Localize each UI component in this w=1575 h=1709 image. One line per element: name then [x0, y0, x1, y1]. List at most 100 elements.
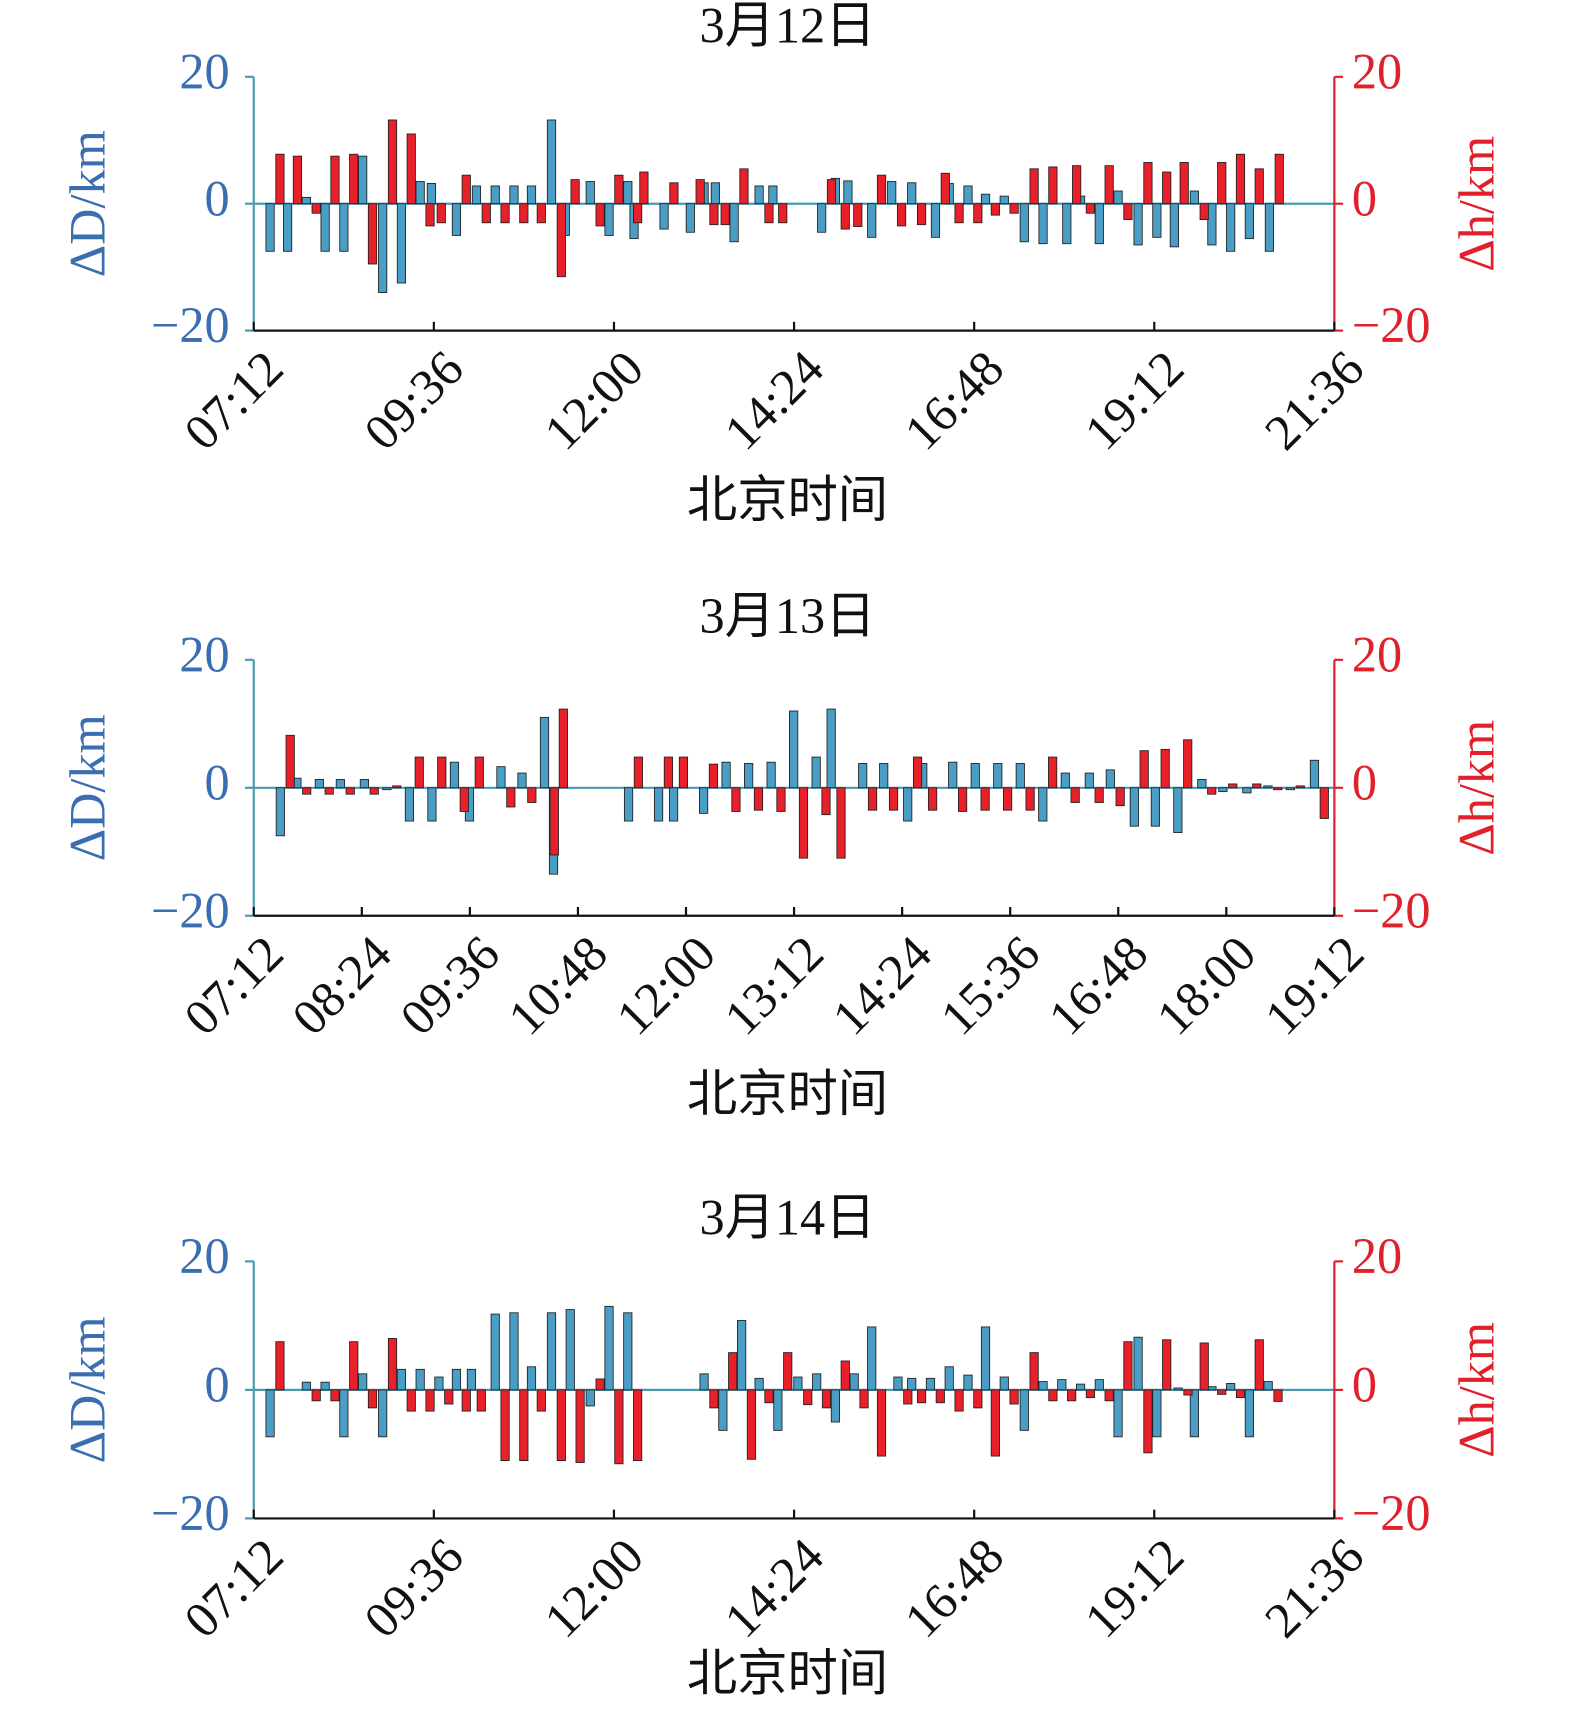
- bar: [1104, 165, 1114, 205]
- bar: [1252, 783, 1262, 789]
- bar: [449, 761, 460, 789]
- bar: [1143, 162, 1153, 205]
- subplot: 3月13日 −20 0 20 −20 0 20 07:1208:2409:3610:4812:…: [60, 588, 1505, 1122]
- y2-tick-label: −20: [1352, 1485, 1431, 1541]
- bar: [980, 787, 990, 811]
- bar: [349, 153, 359, 205]
- bar: [729, 203, 739, 243]
- bar: [754, 1377, 764, 1391]
- bar: [811, 756, 821, 789]
- bar: [324, 787, 334, 795]
- x-tick-label: 19:12: [1074, 1528, 1195, 1649]
- bar: [1062, 203, 1072, 245]
- bar: [1179, 162, 1189, 205]
- bar: [556, 203, 566, 278]
- bar: [993, 763, 1003, 789]
- bar: [474, 756, 484, 789]
- y2-axis-label: Δh/km: [1449, 1322, 1505, 1458]
- bar: [406, 1389, 416, 1412]
- bar: [1060, 772, 1070, 789]
- bar: [285, 734, 295, 789]
- bar: [320, 203, 330, 252]
- bar: [1019, 203, 1029, 243]
- bar: [311, 203, 321, 214]
- y-tick-label: −20: [151, 297, 230, 353]
- bar: [1003, 787, 1013, 811]
- x-tick-label: 14:24: [713, 340, 834, 461]
- bar: [879, 763, 889, 789]
- bar: [558, 708, 568, 789]
- bar: [840, 1360, 850, 1391]
- bar: [392, 785, 402, 789]
- bar: [358, 155, 368, 205]
- bar: [1152, 1389, 1162, 1438]
- bar: [387, 119, 398, 205]
- x-tick-label: 12:00: [533, 1528, 654, 1649]
- x-tick-label: 13:12: [713, 925, 834, 1046]
- bar: [1207, 787, 1217, 795]
- bar: [1263, 785, 1273, 789]
- bar: [1319, 787, 1329, 819]
- bar: [709, 203, 719, 226]
- bar: [867, 787, 878, 811]
- bar: [1285, 787, 1296, 791]
- bar: [659, 203, 669, 230]
- x-axis-label: 北京时间: [687, 1066, 888, 1122]
- bar: [1218, 787, 1228, 793]
- x-tick-label: 19:12: [1254, 925, 1375, 1046]
- bar: [396, 203, 407, 284]
- bar: [1217, 162, 1227, 205]
- bar: [1019, 1389, 1029, 1431]
- x-tick-label: 08:24: [281, 925, 402, 1046]
- bar: [301, 1381, 311, 1391]
- bar: [739, 168, 749, 205]
- bar: [345, 787, 355, 795]
- y-axis-label: ΔD/km: [60, 130, 116, 277]
- bar: [1309, 759, 1320, 789]
- bar: [821, 787, 831, 816]
- x-tick-label: 07:12: [173, 1528, 294, 1649]
- bar: [746, 1389, 757, 1460]
- y2-axis-label: Δh/km: [1449, 136, 1505, 272]
- bar: [1129, 787, 1139, 827]
- bar: [1169, 203, 1179, 248]
- bar: [444, 1389, 454, 1405]
- bar: [999, 195, 1009, 205]
- bar: [668, 787, 679, 822]
- bar: [415, 1368, 425, 1391]
- bar: [614, 174, 624, 205]
- bar: [1228, 783, 1238, 789]
- bar: [623, 181, 633, 205]
- bar: [1244, 203, 1255, 240]
- bar: [999, 1376, 1009, 1391]
- bar: [476, 1389, 486, 1412]
- bar: [1152, 203, 1162, 238]
- bar: [1143, 1389, 1153, 1454]
- bar: [970, 763, 980, 789]
- bar: [1199, 1342, 1209, 1391]
- bar: [1189, 1389, 1199, 1438]
- bar: [500, 1389, 510, 1462]
- bar: [275, 153, 285, 205]
- bar: [301, 196, 311, 205]
- y-axis-label: ΔD/km: [60, 714, 116, 861]
- bar: [1173, 1387, 1183, 1391]
- bar: [925, 1377, 936, 1391]
- bar: [461, 1389, 471, 1412]
- bar: [509, 185, 519, 205]
- bar: [764, 1389, 774, 1404]
- bar: [382, 787, 392, 791]
- bar: [1235, 153, 1246, 205]
- bar: [789, 710, 799, 789]
- bar: [623, 787, 634, 822]
- bar: [565, 1309, 575, 1391]
- bar: [1113, 190, 1123, 205]
- bar: [1295, 785, 1305, 789]
- bar: [311, 1389, 321, 1402]
- bar: [1025, 787, 1035, 811]
- bar: [1139, 750, 1149, 789]
- bar: [753, 787, 764, 811]
- bar: [595, 203, 605, 227]
- bar: [320, 1381, 330, 1391]
- bar: [367, 203, 378, 265]
